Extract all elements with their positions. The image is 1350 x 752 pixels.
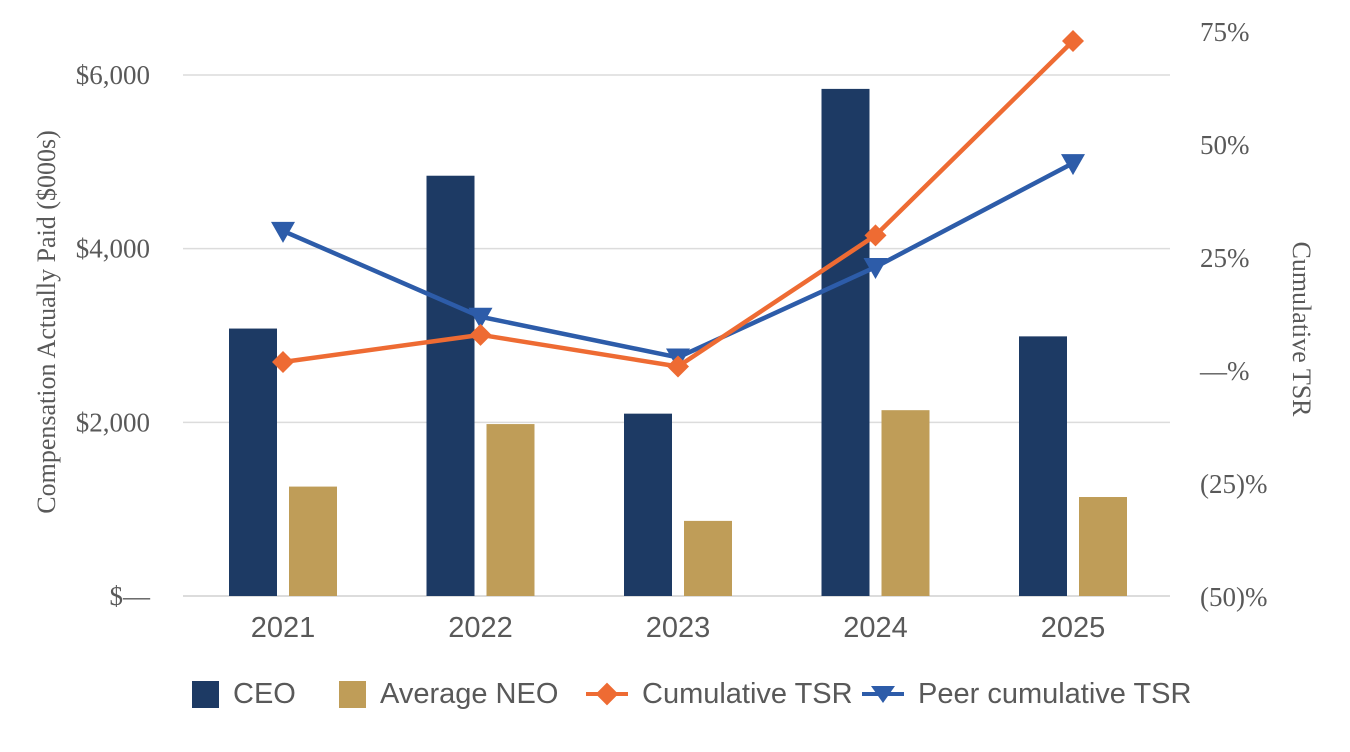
peer-cumulative-tsr-point-2024 bbox=[863, 258, 888, 280]
right-axis-title: Cumulative TSR bbox=[1287, 241, 1316, 417]
left-axis-title: Compensation Actually Paid ($000s) bbox=[32, 130, 61, 514]
legend-label-average-neo: Average NEO bbox=[380, 678, 559, 710]
peer-cumulative-tsr-point-2021 bbox=[271, 221, 295, 243]
triangle-down-icon bbox=[871, 686, 895, 703]
ceo-bar-2021 bbox=[229, 328, 277, 596]
left-axis-tick-2000: $2,000 bbox=[76, 407, 150, 437]
diamond-icon bbox=[595, 682, 619, 706]
left-axis-tick-4000: $4,000 bbox=[76, 234, 150, 264]
x-axis-label-2022: 2022 bbox=[448, 612, 513, 644]
cumulative-tsr-point-2022 bbox=[469, 323, 492, 346]
legend-label-cumulative-tsr: Cumulative TSR bbox=[642, 678, 853, 710]
average-neo-swatch-icon bbox=[339, 680, 366, 708]
ceo-bar-2025 bbox=[1019, 336, 1067, 596]
right-axis-tick-25: 25% bbox=[1200, 243, 1250, 273]
ceo-swatch-icon bbox=[192, 680, 219, 708]
chart-legend: CEO Average NEO Cumulative TSR Peer cumulat… bbox=[0, 680, 1350, 720]
x-axis-label-2021: 2021 bbox=[251, 612, 316, 644]
x-axis-label-2024: 2024 bbox=[843, 612, 908, 644]
ceo-bar-2024 bbox=[821, 88, 870, 596]
left-axis-tick-6000: $6,000 bbox=[76, 60, 150, 90]
legend-item-cumulative-tsr: Cumulative TSR bbox=[586, 678, 853, 710]
peer-cumulative-tsr-line bbox=[280, 160, 1076, 360]
cumulative-tsr-point-2021 bbox=[272, 350, 294, 373]
peer-cumulative-tsr-point-2022 bbox=[468, 307, 493, 329]
average-neo-bar-2024 bbox=[881, 410, 930, 596]
legend-label-ceo: CEO bbox=[233, 678, 296, 710]
right-axis-tick-0: —% bbox=[1199, 356, 1250, 386]
cumulative-tsr-line bbox=[280, 38, 1076, 369]
right-axis-tick-50: 50% bbox=[1200, 130, 1250, 160]
cumulative-tsr-point-2023 bbox=[667, 355, 689, 378]
right-axis-tick--50: (50)% bbox=[1200, 582, 1267, 612]
peer-cumulative-tsr-marker-icon bbox=[862, 680, 904, 708]
ceo-bar-2023 bbox=[624, 413, 672, 596]
legend-item-average-neo: Average NEO bbox=[339, 678, 559, 710]
cumulative-tsr-marker-icon bbox=[586, 680, 628, 708]
cumulative-tsr-point-2025 bbox=[1062, 30, 1084, 53]
average-neo-bar-2023 bbox=[684, 520, 732, 596]
cumulative-tsr-point-2024 bbox=[864, 224, 887, 247]
x-axis-label-2023: 2023 bbox=[646, 612, 711, 644]
right-axis-tick--25: (25)% bbox=[1200, 469, 1267, 499]
right-axis-tick-75: 75% bbox=[1200, 17, 1250, 47]
average-neo-bar-2022 bbox=[486, 424, 535, 596]
left-axis-tick-0: $— bbox=[110, 581, 152, 611]
legend-item-ceo: CEO bbox=[192, 678, 296, 710]
average-neo-bar-2025 bbox=[1079, 497, 1127, 596]
x-axis-label-2025: 2025 bbox=[1041, 612, 1106, 644]
legend-label-peer-cumulative-tsr: Peer cumulative TSR bbox=[918, 678, 1192, 710]
ceo-bar-2022 bbox=[426, 175, 475, 596]
legend-item-peer-cumulative-tsr: Peer cumulative TSR bbox=[862, 678, 1192, 710]
peer-cumulative-tsr-point-2025 bbox=[1061, 154, 1085, 176]
average-neo-bar-2021 bbox=[289, 486, 337, 596]
